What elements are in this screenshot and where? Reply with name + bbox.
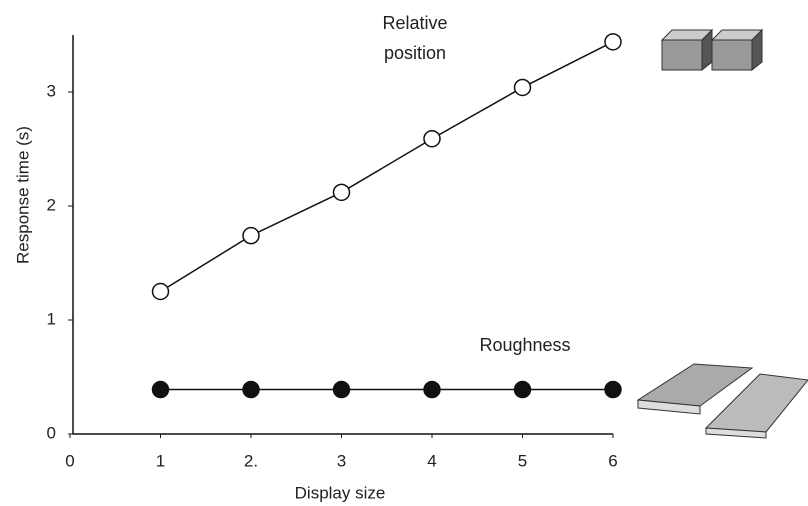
x-axis-label: Display size	[295, 483, 386, 502]
x-tick-label: 1	[156, 451, 165, 470]
y-tick-label: 0	[47, 423, 56, 442]
y-tick-label: 3	[47, 81, 56, 100]
data-point	[604, 33, 622, 51]
data-point	[423, 129, 441, 148]
data-point	[332, 183, 351, 202]
series-line	[160, 41, 614, 293]
blocks-illustration	[660, 28, 764, 72]
data-point	[423, 380, 441, 399]
data-point	[332, 380, 351, 399]
series-label: Relative position	[382, 13, 448, 63]
data-point	[242, 380, 260, 399]
data-point	[604, 380, 622, 399]
series-label: Roughness	[479, 335, 571, 355]
data-point	[513, 380, 532, 399]
x-tick-label: 4	[427, 451, 436, 470]
x-tick-label: 5	[518, 451, 527, 470]
plates-illustration	[636, 363, 808, 439]
x-tick-label: 0	[65, 451, 74, 470]
data-point	[151, 282, 170, 301]
data-point	[242, 226, 260, 245]
y-tick-label: 1	[47, 309, 56, 328]
y-axis-label: Response time (s)	[13, 126, 32, 264]
data-point	[151, 380, 170, 399]
x-tick-label: 6	[608, 451, 617, 470]
y-tick-label: 2	[47, 195, 56, 214]
x-tick-label: 3	[337, 451, 346, 470]
x-tick-label: 2.	[244, 451, 258, 470]
data-point	[513, 78, 532, 97]
